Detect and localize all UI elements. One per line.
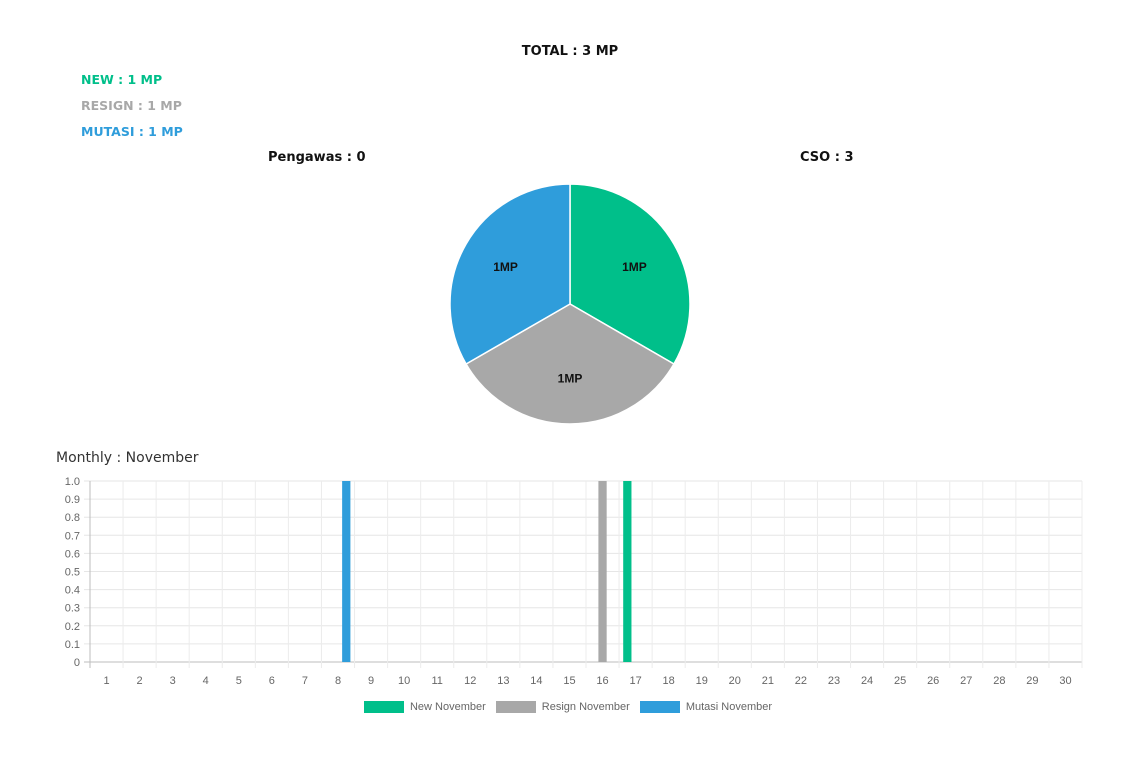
x-tick-label: 25 xyxy=(894,675,906,687)
y-tick-label: 0.6 xyxy=(65,548,80,560)
pie-slice-label-1: 1MP xyxy=(622,260,647,274)
y-tick-label: 0.5 xyxy=(65,567,80,579)
x-tick-label: 14 xyxy=(530,675,542,687)
resign-count-label: RESIGN : 1 MP xyxy=(81,98,182,113)
y-tick-label: 0.4 xyxy=(65,585,80,597)
y-tick-label: 0.9 xyxy=(65,494,80,506)
pie-chart: 1MP 1MP 1MP xyxy=(449,183,691,425)
legend-item-new[interactable]: New November xyxy=(363,701,486,713)
legend-label-mutasi: Mutasi November xyxy=(685,701,773,713)
legend-label-resign: Resign November xyxy=(541,701,630,713)
x-tick-label: 18 xyxy=(663,675,675,687)
y-tick-label: 1.0 xyxy=(65,476,80,488)
total-label: TOTAL : 3 MP xyxy=(521,44,619,59)
y-tick-label: 0.8 xyxy=(65,512,80,524)
x-tick-label: 9 xyxy=(368,675,374,687)
x-tick-label: 7 xyxy=(302,675,308,687)
bar-resign-november-16[interactable] xyxy=(598,481,607,662)
monthly-bar-chart: 1.00.90.80.70.60.50.40.30.20.101 2 3 4 5 6 7 8 9… xyxy=(65,476,1083,687)
pie-slice-2[interactable] xyxy=(465,303,675,425)
pie-slice-3[interactable] xyxy=(449,183,571,366)
x-tick-label: 29 xyxy=(1026,675,1038,687)
pengawas-count-label: Pengawas : 0 xyxy=(268,150,366,165)
bar-mutasi-november-8[interactable] xyxy=(342,481,351,662)
x-tick-label: 10 xyxy=(398,675,410,687)
pie-slice-1[interactable] xyxy=(569,183,691,366)
x-tick-label: 19 xyxy=(696,675,708,687)
y-tick-label: 0.7 xyxy=(65,530,80,542)
x-tick-label: 26 xyxy=(927,675,939,687)
x-tick-label: 16 xyxy=(596,675,608,687)
x-tick-label: 20 xyxy=(729,675,741,687)
x-tick-label: 15 xyxy=(563,675,575,687)
x-tick-label: 1 xyxy=(103,675,109,687)
bar-chart-legend: New November Resign November Mutasi Nove… xyxy=(0,701,1140,713)
x-tick-label: 2 xyxy=(137,675,143,687)
y-tick-label: 0.1 xyxy=(65,639,80,651)
monthly-chart-title: Monthly : November xyxy=(56,450,199,466)
legend-item-mutasi[interactable]: Mutasi November xyxy=(639,701,773,713)
legend-item-resign[interactable]: Resign November xyxy=(495,701,630,713)
x-tick-label: 12 xyxy=(464,675,476,687)
legend-swatch-resign xyxy=(495,701,536,713)
y-tick-label: 0.2 xyxy=(65,621,80,633)
mutasi-count-label: MUTASI : 1 MP xyxy=(81,124,183,139)
x-tick-label: 24 xyxy=(861,675,873,687)
x-tick-label: 5 xyxy=(236,675,242,687)
x-tick-label: 13 xyxy=(497,675,509,687)
legend-label-new: New November xyxy=(409,701,486,713)
y-tick-label: 0 xyxy=(74,657,80,669)
x-tick-label: 17 xyxy=(629,675,641,687)
legend-swatch-new xyxy=(363,701,404,713)
x-tick-label: 23 xyxy=(828,675,840,687)
bar-new-november-17[interactable] xyxy=(623,481,632,662)
x-tick-label: 22 xyxy=(795,675,807,687)
legend-swatch-mutasi xyxy=(639,701,680,713)
new-count-label: NEW : 1 MP xyxy=(81,72,163,87)
pie-slice-label-2: 1MP xyxy=(558,371,583,385)
pie-slice-label-3: 1MP xyxy=(493,260,518,274)
x-tick-label: 30 xyxy=(1059,675,1071,687)
x-tick-label: 8 xyxy=(335,675,341,687)
cso-count-label: CSO : 3 xyxy=(800,150,854,165)
x-tick-label: 3 xyxy=(170,675,176,687)
x-tick-label: 27 xyxy=(960,675,972,687)
x-tick-label: 28 xyxy=(993,675,1005,687)
x-tick-label: 11 xyxy=(431,675,442,687)
y-tick-label: 0.3 xyxy=(65,603,80,615)
x-tick-label: 6 xyxy=(269,675,275,687)
x-tick-label: 4 xyxy=(203,675,209,687)
x-tick-label: 21 xyxy=(762,675,774,687)
